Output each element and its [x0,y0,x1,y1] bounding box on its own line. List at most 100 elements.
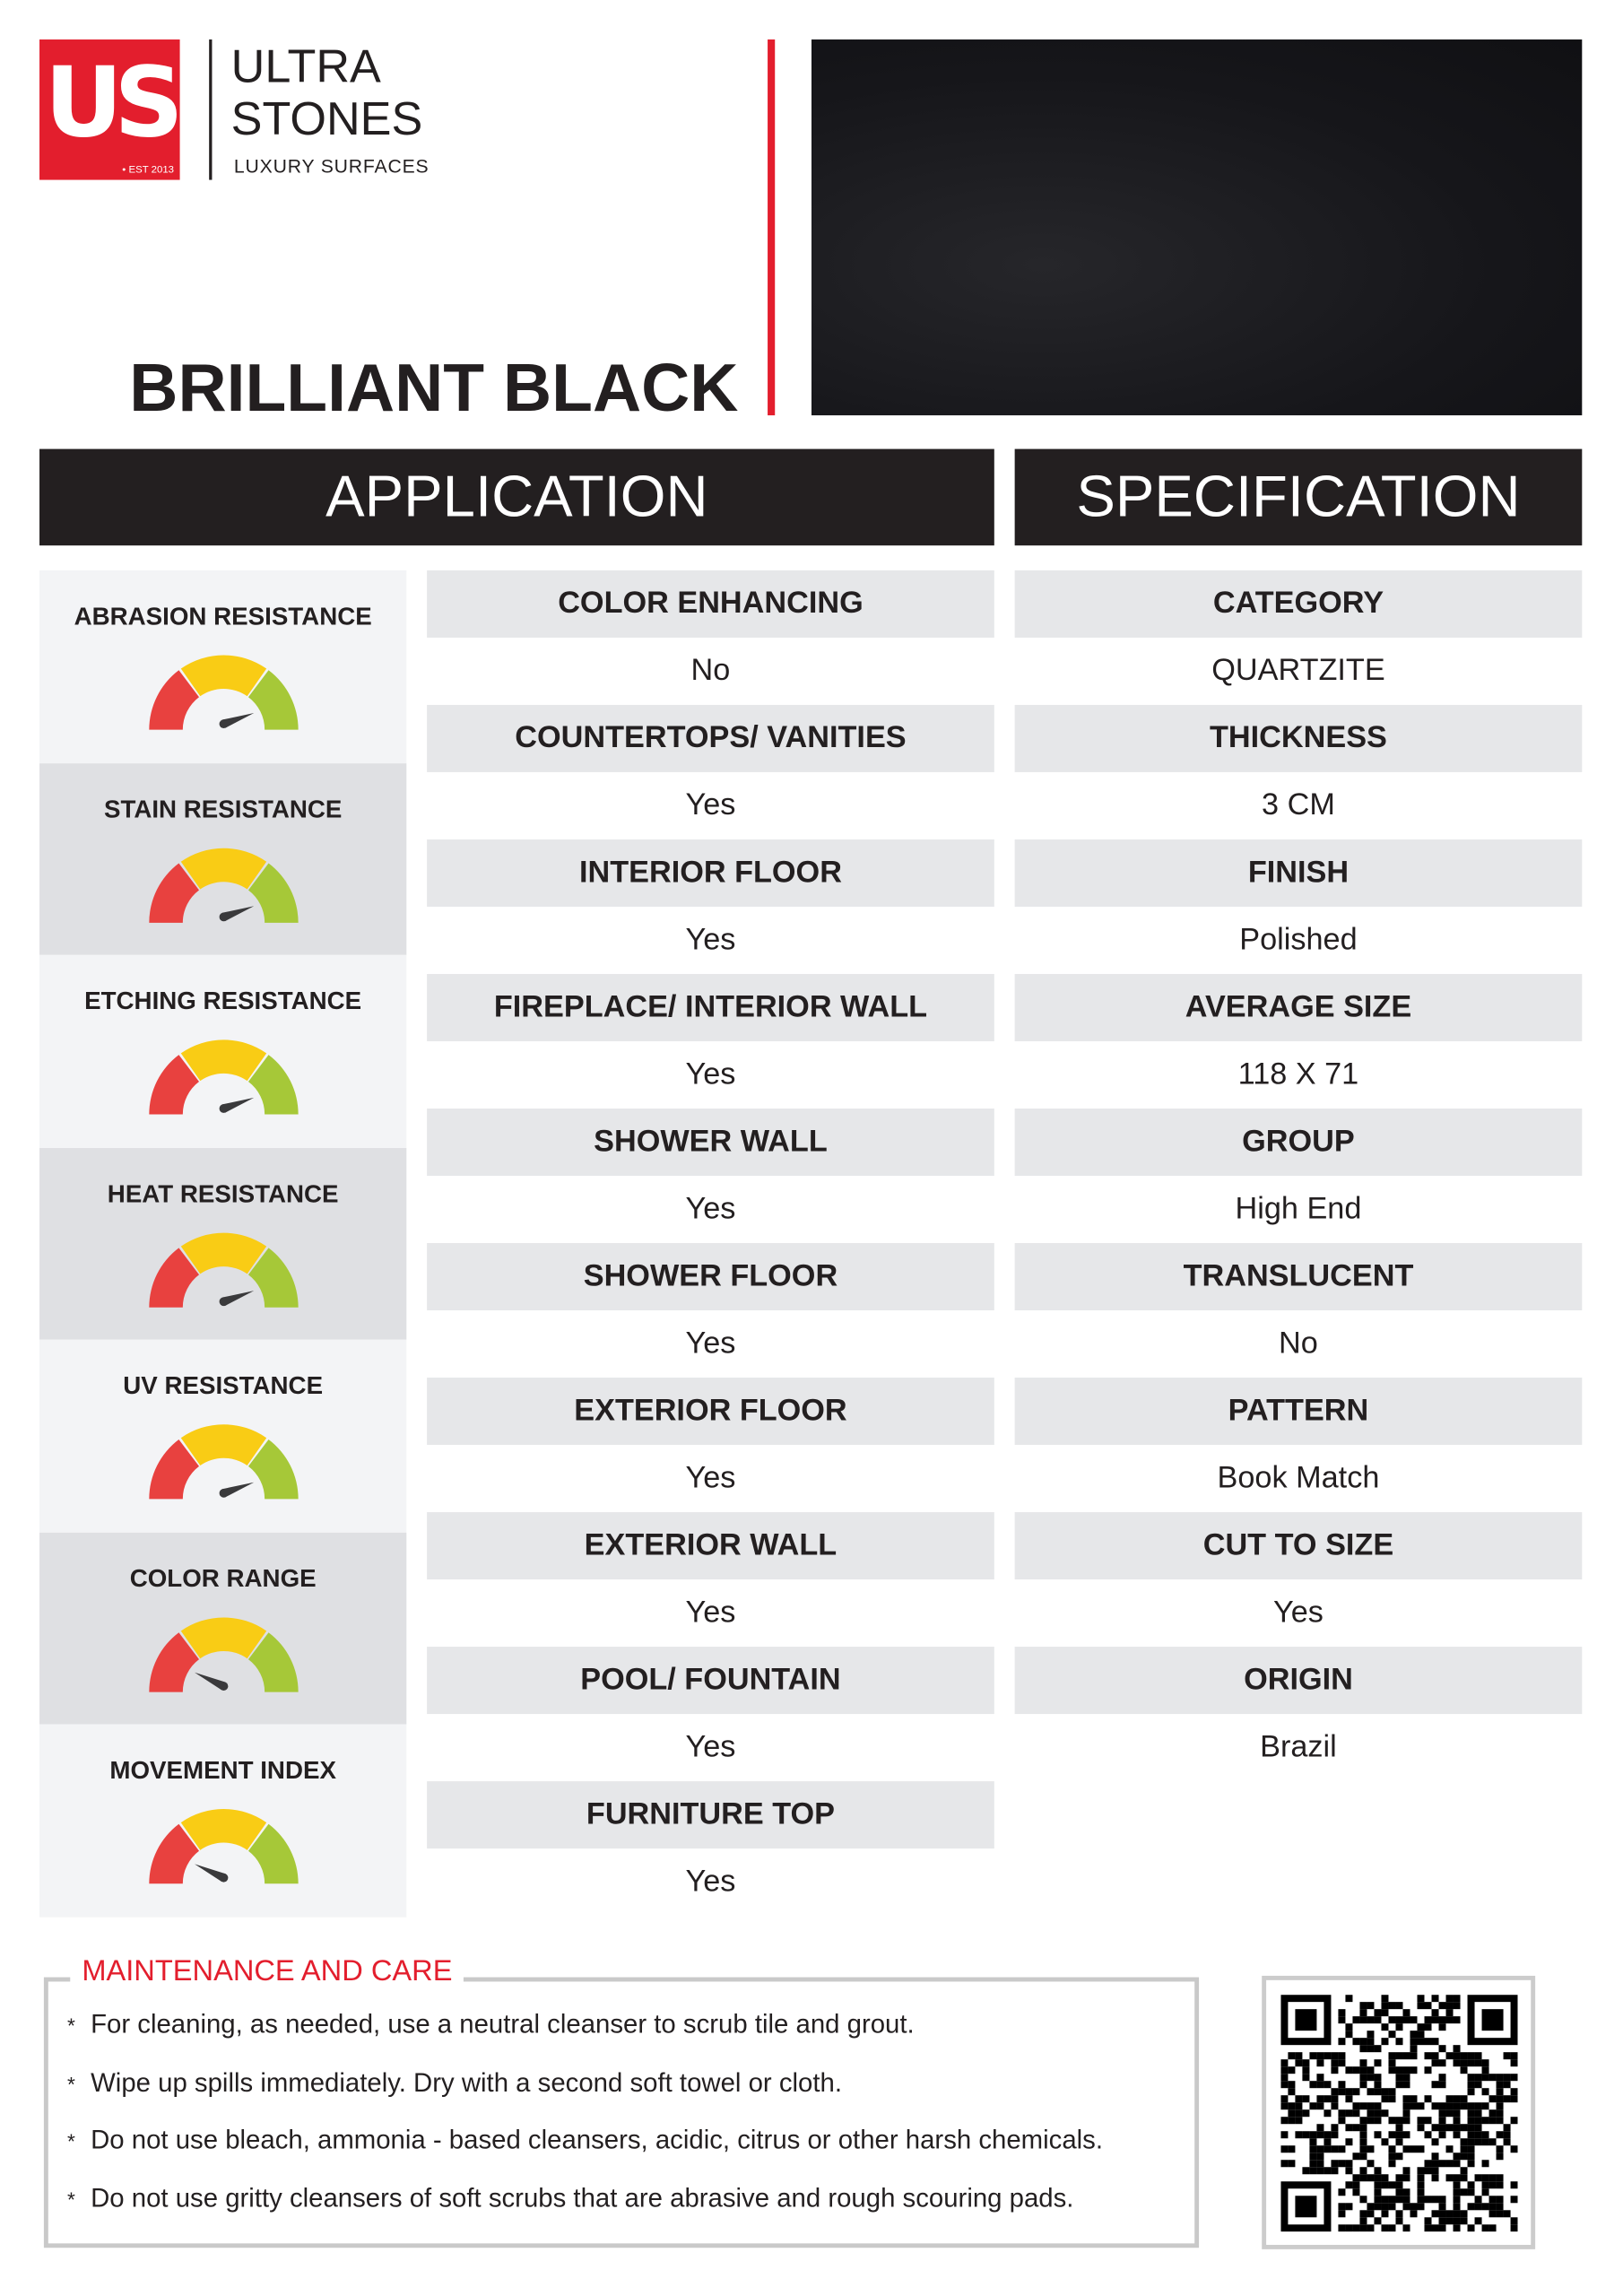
accent-bar [768,39,776,416]
specification-value: Yes [1273,1595,1324,1630]
rating-row: ABRASION RESISTANCE [39,570,407,763]
gauge-needle [221,905,255,921]
qr-code-frame [1262,1975,1536,2249]
gauge-low-segment [149,862,200,923]
gauge-needle [195,1864,226,1883]
gauge-high-segment [247,1055,299,1115]
gauge-pivot [219,1873,229,1883]
brand-logo: US • EST 2013 [39,39,184,180]
maintenance-box [43,1977,1200,2248]
bullet-icon: * [67,2187,75,2212]
gauge-pivot [219,911,229,921]
gauge-low-segment [149,1631,200,1692]
specification-label: CUT TO SIZE [1014,1512,1583,1580]
rating-row: ETCHING RESISTANCE [39,954,407,1148]
specification-table: CATEGORY QUARTZITE THICKNESS 3 CM FINISH Poli… [1014,570,1583,1781]
application-label: EXTERIOR WALL [427,1512,994,1580]
application-label: EXTERIOR FLOOR [427,1378,994,1446]
qr-code[interactable] [1280,1995,1518,2232]
product-title: BRILLIANT BLACK [129,349,739,426]
gauge-low-segment [149,1055,200,1115]
application-header: APPLICATION [39,448,994,546]
specification-label: CATEGORY [1014,570,1583,638]
rating-label: ETCHING RESISTANCE [84,987,362,1015]
gauge-pivot [219,719,229,729]
maintenance-item: * Do not use bleach, ammonia - based clea… [67,2126,1103,2156]
specification-label: GROUP [1014,1108,1583,1177]
specification-label: PATTERN [1014,1378,1583,1446]
gauge-icon [149,1809,299,1884]
gauge-needle [221,1482,255,1498]
gauge-high-segment [247,1439,299,1500]
application-table: COLOR ENHANCING No COUNTERTOPS/ VANITIES Ye… [427,570,994,1916]
application-label: INTERIOR FLOOR [427,839,994,907]
gauge-high-segment [247,1631,299,1692]
gauge-low-segment [149,1439,200,1500]
gauge-mid-segment [180,1424,267,1465]
logo-monogram: US [44,47,184,160]
application-value: Yes [685,1191,736,1226]
specification-value: 3 CM [1262,787,1335,822]
rating-label: STAIN RESISTANCE [103,795,343,823]
maintenance-item: * Do not use gritty cleansers of soft scr… [67,2184,1073,2214]
maintenance-text: Do not use gritty cleansers of soft scru… [91,2183,1074,2213]
gauge-needle [221,1290,255,1306]
gauge-icon [149,1424,299,1500]
gauge-icon [149,1039,299,1115]
application-value: Yes [685,1729,736,1764]
gauge-needle [195,1671,226,1690]
rating-row: STAIN RESISTANCE [39,762,407,955]
brand-tagline: LUXURY SURFACES [233,154,430,178]
application-label: SHOWER WALL [427,1108,994,1177]
bullet-icon: * [67,2129,75,2153]
maintenance-item: * Wipe up spills immediately. Dry with a … [67,2067,842,2098]
rating-label: ABRASION RESISTANCE [74,602,372,631]
rating-label: COLOR RANGE [129,1563,317,1592]
gauge-mid-segment [180,655,267,697]
rating-row: HEAT RESISTANCE [39,1147,407,1340]
maintenance-title: MAINTENANCE AND CARE [70,1955,464,1989]
gauge-high-segment [247,1247,299,1307]
specification-label: THICKNESS [1014,704,1583,772]
rating-row: MOVEMENT INDEX [39,1724,407,1917]
gauge-icon [149,1616,299,1692]
maintenance-text: Wipe up spills immediately. Dry with a s… [91,2067,843,2097]
specification-value: Brazil [1260,1729,1337,1764]
gauge-pivot [219,1681,229,1691]
gauge-low-segment [149,1247,200,1307]
specification-value: Book Match [1217,1460,1380,1495]
gauge-high-segment [247,670,299,730]
specification-label: ORIGIN [1014,1647,1583,1715]
maintenance-item: * For cleaning, as needed, use a neutral … [67,2009,915,2039]
gauge-pivot [219,1488,229,1498]
application-label: FURNITURE TOP [427,1781,994,1849]
application-label: COLOR ENHANCING [427,570,994,638]
application-value: Yes [685,922,736,957]
gauge-high-segment [247,1823,299,1884]
specification-label: FINISH [1014,839,1583,907]
bullet-icon: * [67,2072,75,2096]
gauge-mid-segment [180,847,267,889]
rating-row: UV RESISTANCE [39,1339,407,1533]
gauge-mid-segment [180,1809,267,1850]
maintenance-text: For cleaning, as needed, use a neutral c… [91,2009,915,2039]
logo-est: • EST 2013 [122,165,175,176]
maintenance-text: Do not use bleach, ammonia - based clean… [91,2125,1104,2155]
application-value: Yes [685,787,736,822]
application-value: Yes [685,1057,736,1091]
gauge-pivot [219,1296,229,1306]
application-label: COUNTERTOPS/ VANITIES [427,704,994,772]
specification-label: TRANSLUCENT [1014,1243,1583,1311]
rating-label: HEAT RESISTANCE [107,1179,339,1208]
specification-header: SPECIFICATION [1014,448,1583,546]
rating-label: MOVEMENT INDEX [109,1756,336,1785]
gauge-mid-segment [180,1231,267,1274]
application-value: Yes [685,1326,736,1361]
brand-name-line2: STONES [230,91,423,145]
brand-name-line1: ULTRA [230,39,381,92]
gauge-needle [221,1097,255,1113]
application-label: FIREPLACE/ INTERIOR WALL [427,973,994,1041]
gauge-high-segment [247,862,299,923]
application-value: Yes [685,1865,736,1899]
